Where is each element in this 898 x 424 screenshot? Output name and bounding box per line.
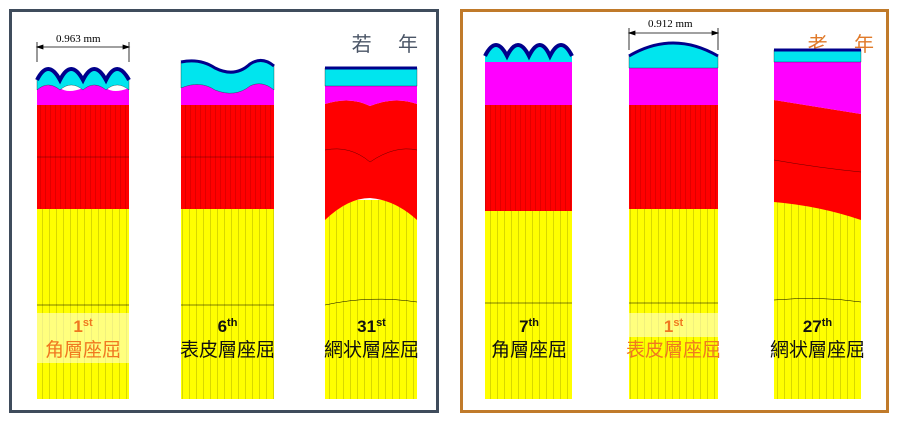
young-panel: 若 年 [9, 9, 439, 413]
old-col-3 [773, 48, 862, 399]
old-col-1-label: 7th 角層座屈 [490, 317, 567, 361]
young-col-2-label: 6th 表皮層座屈 [179, 317, 275, 361]
young-dimension-label: 0.963 mm [56, 33, 101, 45]
old-col-1 [483, 43, 574, 399]
young-col-2 [180, 59, 275, 399]
old-col-2 [628, 41, 719, 399]
young-col-3-label: 31st 網状層座屈 [323, 317, 419, 361]
young-col-1 [35, 67, 131, 399]
old-col-2-label: 1st 表皮層座屈 [608, 313, 739, 363]
young-dimension-arrow [35, 42, 131, 62]
old-dimension-arrow [627, 28, 720, 50]
young-col-3 [324, 66, 418, 399]
old-dimension-label: 0.912 mm [648, 18, 693, 30]
old-col-3-label: 27th 網状層座屈 [769, 317, 865, 361]
panel-title-young: 若 年 [351, 32, 428, 56]
young-col-1-label: 1st 角層座屈 [37, 313, 129, 363]
